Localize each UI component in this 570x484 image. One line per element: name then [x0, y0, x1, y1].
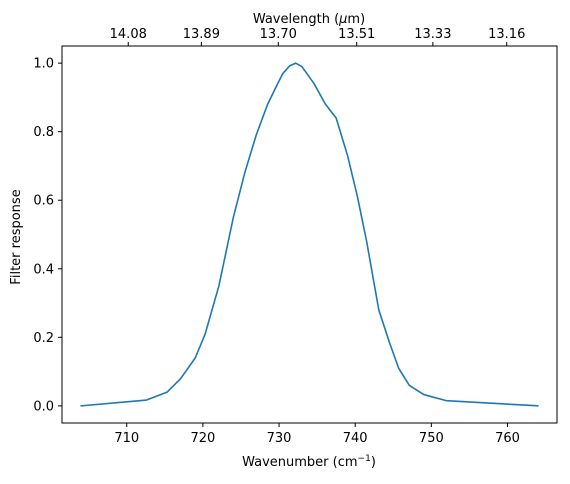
top-tick-label: 13.16: [488, 27, 525, 42]
top-tick-label: 13.33: [414, 27, 451, 42]
y-axis-label: Filter response: [9, 189, 24, 284]
y-tick-label: 0.2: [33, 331, 54, 346]
x-axis-label-text: Wavenumber (cm: [242, 455, 357, 470]
top-axis-ticks: 14.08 13.89 13.70 13.51 13.33 13.16: [110, 27, 525, 46]
top-tick-label: 13.51: [338, 27, 375, 42]
y-axis-ticks: 0.0 0.2 0.4 0.6 0.8 1.0: [33, 57, 62, 414]
x-axis-label: Wavenumber (cm−1): [242, 454, 376, 470]
plot-frame: [61, 45, 558, 424]
x-tick-label: 760: [495, 431, 520, 446]
y-tick-label: 0.4: [33, 262, 54, 277]
top-axis-label-suffix: m): [347, 12, 365, 27]
series-group: [80, 62, 539, 407]
x-tick-label: 730: [267, 431, 292, 446]
series-line-0: [80, 62, 539, 407]
top-tick-label: 14.08: [110, 27, 147, 42]
y-tick-label: 0.6: [33, 194, 54, 209]
y-tick-label: 1.0: [33, 57, 54, 72]
x-axis-ticks: 710 720 730 740 750 760: [114, 423, 520, 446]
top-tick-label: 13.70: [260, 27, 297, 42]
top-axis-label: Wavelength (μm): [253, 12, 365, 27]
y-tick-label: 0.0: [33, 399, 54, 414]
top-axis-label-mu: μ: [338, 12, 347, 27]
top-tick-label: 13.89: [183, 27, 220, 42]
y-tick-label: 0.8: [33, 125, 54, 140]
x-axis-label-suffix: ): [371, 455, 376, 470]
x-tick-label: 740: [343, 431, 368, 446]
x-tick-label: 750: [419, 431, 444, 446]
x-tick-label: 710: [114, 431, 139, 446]
x-tick-label: 720: [190, 431, 215, 446]
top-axis-label-text: Wavelength (: [253, 12, 339, 27]
x-axis-label-superscript: −1: [358, 454, 371, 464]
